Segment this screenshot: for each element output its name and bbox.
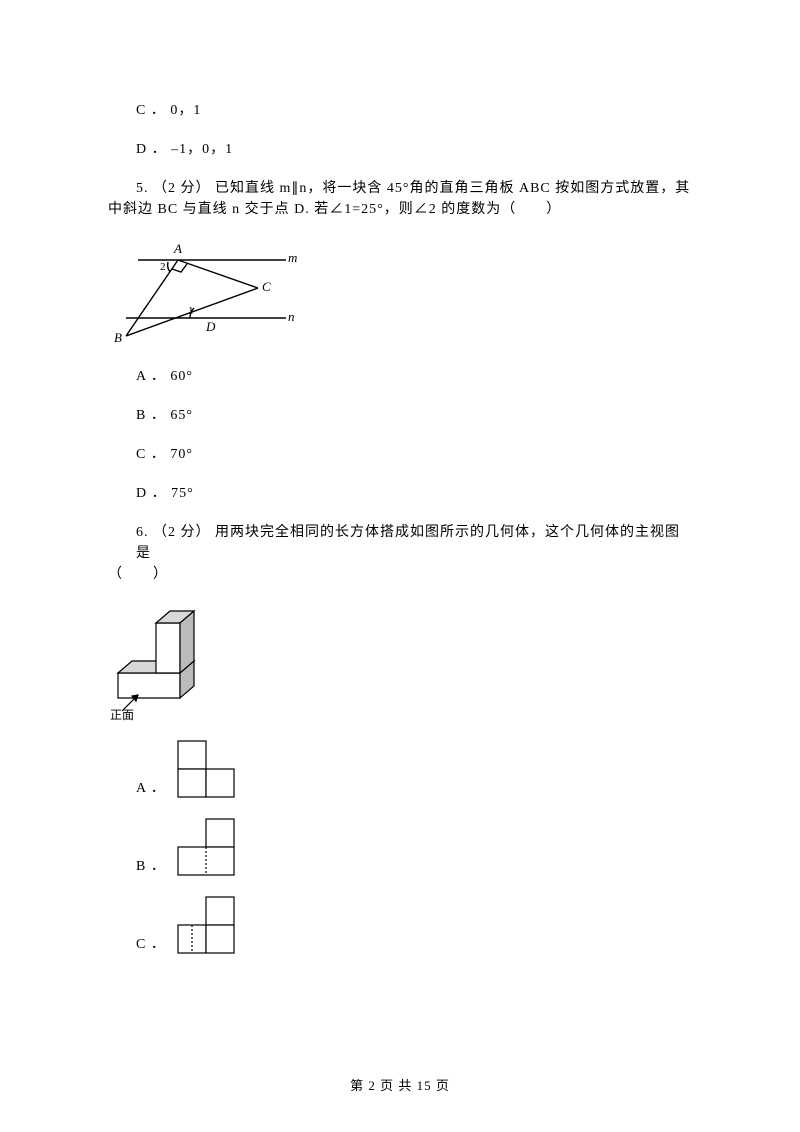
page-content: C ． 0，1 D ． –1，0，1 5. （2 分） 已知直线 m∥n，将一块… [0, 0, 800, 1033]
svg-text:B: B [114, 330, 122, 345]
svg-text:1: 1 [188, 305, 194, 317]
q5-option-a: A ． 60° [108, 366, 692, 387]
q4-option-d: D ． –1，0，1 [108, 139, 692, 160]
q5-stem-line2: 中斜边 BC 与直线 n 交于点 D. 若∠1=25°，则∠2 的度数为（ ） [108, 202, 561, 217]
svg-text:2: 2 [160, 261, 166, 273]
page-number-current: 2 [368, 1078, 376, 1093]
q6-option-c-figure [172, 895, 244, 955]
q6-stem-line2: （ ） [108, 567, 168, 582]
svg-text:m: m [288, 250, 297, 265]
front-label: 正面 [110, 708, 134, 721]
q6-points: （2 分） [153, 525, 211, 540]
q6-option-b: B ． [108, 817, 692, 877]
q5-option-d: D ． 75° [108, 483, 692, 504]
q5-number: 5. [136, 181, 149, 196]
q6-option-b-figure [172, 817, 244, 877]
q5-stem: 5. （2 分） 已知直线 m∥n，将一块含 45°角的直角三角板 ABC 按如… [108, 178, 692, 220]
page-number-total: 15 [417, 1078, 432, 1093]
svg-text:C: C [262, 279, 271, 294]
q6-option-c-label: C ． [108, 934, 166, 955]
q5-figure: A B C D m n 1 2 [108, 238, 692, 348]
q6-figure-3d: 正面 [108, 603, 692, 721]
q5-stem-line1: 已知直线 m∥n，将一块含 45°角的直角三角板 ABC 按如图方式放置，其 [215, 181, 690, 196]
page-footer: 第 2 页 共 15 页 [0, 1075, 800, 1094]
q6-stem: 6. （2 分） 用两块完全相同的长方体搭成如图所示的几何体，这个几何体的主视图… [108, 522, 692, 585]
q4-option-c: C ． 0，1 [108, 100, 692, 121]
q6-option-b-label: B ． [108, 856, 166, 877]
q6-option-c: C ． [108, 895, 692, 955]
q5-points: （2 分） [153, 181, 211, 196]
q6-option-a: A ． [108, 739, 692, 799]
svg-text:A: A [173, 241, 182, 256]
svg-text:D: D [205, 319, 216, 334]
q6-option-a-label: A ． [108, 778, 166, 799]
q5-option-c: C ． 70° [108, 444, 692, 465]
svg-text:n: n [288, 309, 295, 324]
q5-option-b: B ． 65° [108, 405, 692, 426]
q6-number: 6. [136, 525, 149, 540]
q6-option-a-figure [172, 739, 244, 799]
q6-stem-line1: 用两块完全相同的长方体搭成如图所示的几何体，这个几何体的主视图是 [136, 525, 680, 561]
